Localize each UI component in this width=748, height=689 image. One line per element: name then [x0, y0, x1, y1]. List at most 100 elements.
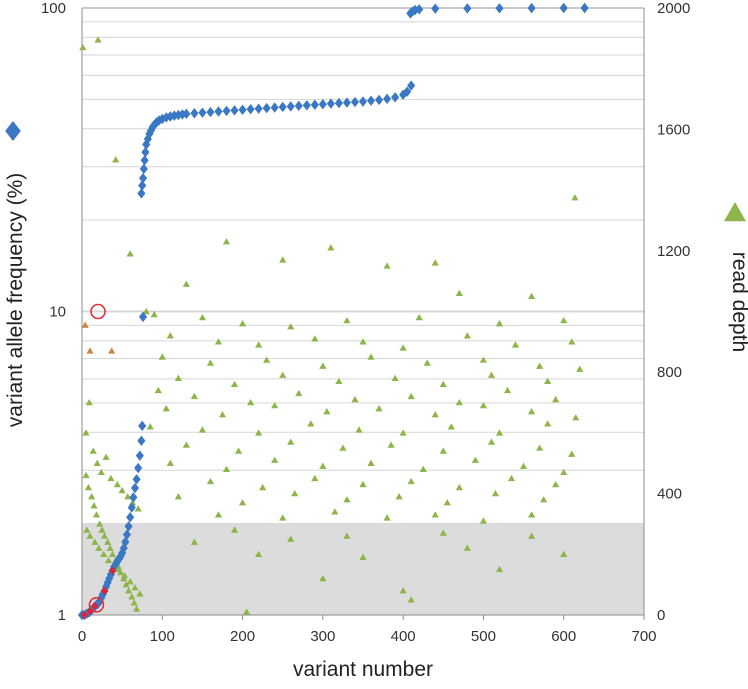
- depth-point: [174, 493, 182, 500]
- depth-point: [259, 483, 267, 491]
- depth-highlight-point: [108, 347, 116, 354]
- depth-point: [287, 535, 295, 542]
- depth-point: [92, 511, 101, 518]
- depth-point: [415, 313, 423, 321]
- vaf-point: [214, 106, 223, 117]
- depth-point: [471, 456, 479, 463]
- depth-point: [222, 238, 231, 245]
- depth-point: [82, 429, 90, 436]
- shaded-low-depth-region: [82, 523, 644, 615]
- depth-point: [568, 450, 576, 457]
- vaf-point: [318, 98, 327, 110]
- depth-point: [351, 395, 359, 403]
- vaf-point: [238, 104, 247, 115]
- depth-point: [307, 420, 315, 427]
- depth-point: [319, 574, 327, 582]
- vaf-point: [130, 482, 140, 494]
- depth-point: [455, 398, 463, 406]
- depth-point: [142, 307, 150, 315]
- x-tick-label: 500: [471, 628, 496, 645]
- depth-point: [407, 477, 415, 485]
- depth-point: [255, 429, 263, 436]
- right-y-tick-label: 0: [657, 607, 665, 624]
- depth-point: [279, 256, 287, 263]
- depth-point: [122, 581, 130, 588]
- depth-point: [295, 389, 303, 397]
- depth-point: [190, 538, 198, 545]
- vaf-point: [141, 146, 150, 158]
- depth-point: [271, 456, 279, 463]
- depth-point: [112, 156, 120, 163]
- vaf-legend-diamond-icon: [5, 121, 21, 141]
- vaf-point: [286, 101, 295, 112]
- depth-point: [463, 544, 471, 551]
- vaf-point: [383, 93, 392, 105]
- x-tick-label: 100: [150, 628, 175, 645]
- depth-point: [108, 550, 117, 557]
- depth-point: [491, 490, 500, 497]
- read-depth-series: [79, 36, 584, 615]
- vaf-point: [129, 492, 138, 503]
- vaf-point: [178, 109, 187, 120]
- depth-point: [214, 338, 223, 345]
- depth-point: [174, 374, 182, 381]
- depth-point: [528, 292, 536, 300]
- depth-point: [568, 338, 576, 345]
- depth-point: [560, 468, 568, 476]
- depth-point: [395, 493, 403, 500]
- vaf-point: [206, 106, 215, 118]
- vaf-point: [155, 115, 164, 126]
- depth-point: [528, 408, 536, 415]
- x-tick-label: 600: [551, 628, 576, 645]
- depth-point: [544, 420, 552, 427]
- depth-point: [439, 529, 447, 536]
- vaf-point: [278, 101, 287, 113]
- depth-point: [198, 313, 207, 321]
- gridlines: [82, 7, 644, 525]
- depth-point: [479, 517, 488, 524]
- depth-point: [560, 550, 568, 557]
- depth-point: [166, 459, 174, 466]
- vaf-point: [294, 100, 303, 112]
- depth-point: [419, 465, 427, 473]
- depth-point: [146, 423, 154, 430]
- depth-point: [100, 550, 108, 557]
- depth-point: [104, 538, 112, 545]
- depth-point: [343, 317, 351, 324]
- depth-point: [536, 362, 544, 369]
- depth-point: [126, 250, 134, 257]
- vaf-point: [134, 462, 143, 474]
- depth-point: [439, 380, 447, 388]
- depth-point: [154, 386, 162, 394]
- depth-point: [230, 526, 239, 533]
- depth-point: [355, 426, 363, 433]
- depth-point: [536, 444, 544, 451]
- vaf-point: [342, 97, 351, 108]
- vaf-point: [580, 2, 589, 14]
- depth-point: [93, 459, 101, 466]
- depth-point: [331, 508, 339, 515]
- depth-point: [102, 453, 110, 460]
- depth-point: [126, 578, 134, 585]
- depth-point: [90, 502, 98, 509]
- depth-point: [287, 323, 295, 330]
- vaf-point: [137, 435, 146, 446]
- depth-point: [383, 514, 391, 521]
- vaf-point: [146, 125, 156, 136]
- depth-point: [97, 468, 105, 476]
- depth-point: [431, 259, 439, 266]
- vaf-point: [119, 542, 128, 554]
- depth-point: [88, 493, 96, 500]
- depth-point: [134, 505, 142, 512]
- vaf-point: [140, 155, 149, 166]
- depth-point: [255, 550, 263, 557]
- depth-point: [487, 438, 496, 445]
- depth-point: [552, 395, 560, 403]
- depth-point: [230, 380, 239, 388]
- depth-point: [447, 423, 455, 430]
- depth-point: [130, 599, 138, 606]
- vaf-point: [143, 133, 152, 145]
- x-tick-label: 400: [391, 628, 416, 645]
- depth-point: [495, 565, 504, 573]
- depth-legend-triangle-icon: [724, 202, 746, 222]
